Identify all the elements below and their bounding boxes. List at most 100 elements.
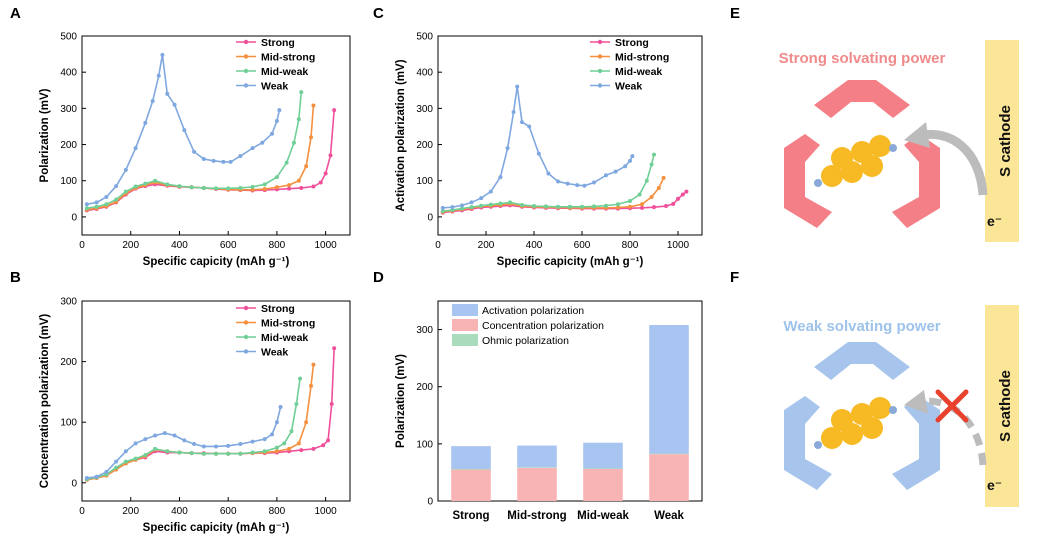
legend-marker xyxy=(243,68,249,74)
y-tick-label: 200 xyxy=(416,140,433,151)
data-point-mid-weak xyxy=(94,204,99,209)
chart-panel-b: 0 200 400 600 800 1000 0 100 200 300 Specific capi… xyxy=(39,297,351,534)
data-point-mid-weak xyxy=(133,456,138,461)
x-axis-label: Specific capicity (mAh g⁻¹) xyxy=(143,256,290,268)
data-point-weak xyxy=(505,146,510,151)
data-point-mid-weak xyxy=(114,197,119,202)
data-point-mid-weak xyxy=(250,450,255,455)
data-point-mid-weak xyxy=(498,201,503,206)
legend-marker xyxy=(243,349,249,354)
data-point-weak xyxy=(153,433,158,438)
legend-marker xyxy=(597,83,603,88)
legend-label: Strong xyxy=(261,37,295,49)
data-point-mid-weak xyxy=(291,140,296,145)
x-tick-label: 0 xyxy=(79,506,85,517)
data-point-weak xyxy=(575,183,580,188)
series-line-strong xyxy=(86,348,335,481)
data-point-strong xyxy=(287,186,292,191)
data-point-mid-weak xyxy=(250,184,255,189)
electron-label-f: e⁻ xyxy=(987,477,1002,493)
data-point-mid-weak xyxy=(143,181,148,186)
y-axis-label: Polarization (mV) xyxy=(39,88,51,182)
data-point-mid-weak xyxy=(604,203,608,208)
data-point-mid-weak xyxy=(644,178,649,183)
data-point-mid-weak xyxy=(568,204,572,209)
data-point-mid-weak xyxy=(520,202,524,207)
series-line-mid-weak xyxy=(86,92,303,210)
data-point-weak xyxy=(123,167,128,172)
data-point-mid-weak xyxy=(479,203,484,208)
legend-swatch xyxy=(452,304,478,316)
x-tick-label: 600 xyxy=(220,240,237,251)
legend-label: Weak xyxy=(261,81,288,93)
legend-marker xyxy=(597,68,603,74)
data-point-weak xyxy=(156,73,161,78)
data-point-mid-weak xyxy=(165,449,170,454)
legend-marker xyxy=(243,39,249,45)
data-point-mid-weak xyxy=(274,175,279,180)
bar-segment-activation-polarization xyxy=(517,445,557,468)
illustration-f: Weak solvating power S cathode e⁻ xyxy=(783,305,1019,507)
x-tick-label: 800 xyxy=(622,240,639,251)
data-point-strong xyxy=(311,446,316,451)
data-point-weak xyxy=(150,99,155,104)
data-point-mid-weak xyxy=(226,186,231,191)
legend-label: Weak xyxy=(615,81,642,93)
series-line-mid-weak xyxy=(442,154,655,212)
illustration-f-title: Weak solvating power xyxy=(783,318,940,335)
data-point-mid-strong xyxy=(649,195,654,200)
data-point-weak xyxy=(104,469,109,474)
data-point-weak xyxy=(527,124,532,129)
data-point-strong xyxy=(321,443,326,448)
x-axis-label: Specific capicity (mAh g⁻¹) xyxy=(143,522,290,534)
x-tick-label: 0 xyxy=(435,240,441,251)
data-point-weak xyxy=(165,91,170,96)
legend-marker xyxy=(243,83,249,88)
sulfur-chain-f xyxy=(814,397,897,449)
data-point-strong xyxy=(311,184,316,189)
data-point-mid-weak xyxy=(262,182,267,187)
y-axis-label: Polarization (mV) xyxy=(395,354,407,448)
data-point-weak xyxy=(143,120,148,125)
x-tick-label: 1000 xyxy=(315,240,338,251)
data-point-mid-strong xyxy=(309,135,314,140)
data-point-mid-weak xyxy=(296,117,301,122)
data-point-mid-weak xyxy=(488,202,493,207)
data-point-mid-weak xyxy=(556,204,560,209)
x-tick-label: 1000 xyxy=(315,506,338,517)
data-point-mid-weak xyxy=(201,185,206,190)
y-tick-label: 500 xyxy=(60,32,77,43)
data-point-strong xyxy=(671,201,676,206)
data-point-mid-weak xyxy=(592,204,596,209)
x-tick-label: 200 xyxy=(478,240,495,251)
data-point-mid-strong xyxy=(309,383,314,388)
y-tick-label: 400 xyxy=(60,68,77,79)
data-point-weak xyxy=(84,202,89,207)
x-tick-label: 400 xyxy=(171,506,188,517)
data-point-mid-weak xyxy=(153,446,158,451)
data-point-mid-strong xyxy=(304,164,309,169)
legend-marker xyxy=(597,39,603,45)
data-point-weak xyxy=(133,146,138,151)
x-tick-label: 800 xyxy=(269,240,286,251)
blocked-arrow-head xyxy=(904,390,928,414)
data-point-weak xyxy=(536,151,541,156)
data-point-strong xyxy=(299,448,304,453)
s-cathode-electrode-f xyxy=(985,305,1019,507)
plot-frame xyxy=(81,35,351,236)
data-point-weak xyxy=(182,128,187,133)
solvation-shell-strong xyxy=(784,80,940,228)
data-point-weak xyxy=(114,459,119,464)
legend-label: Mid-strong xyxy=(261,318,315,330)
data-point-mid-strong xyxy=(262,187,267,192)
data-point-mid-weak xyxy=(299,90,304,95)
bar-segment-activation-polarization xyxy=(649,325,689,454)
data-point-mid-weak xyxy=(532,204,536,209)
data-point-weak xyxy=(192,442,197,447)
data-point-weak xyxy=(172,102,177,107)
data-point-weak xyxy=(592,180,596,185)
s-cathode-label: S cathode xyxy=(997,105,1014,177)
data-point-weak xyxy=(160,52,165,57)
data-point-weak xyxy=(565,181,570,186)
data-point-strong xyxy=(329,402,334,407)
